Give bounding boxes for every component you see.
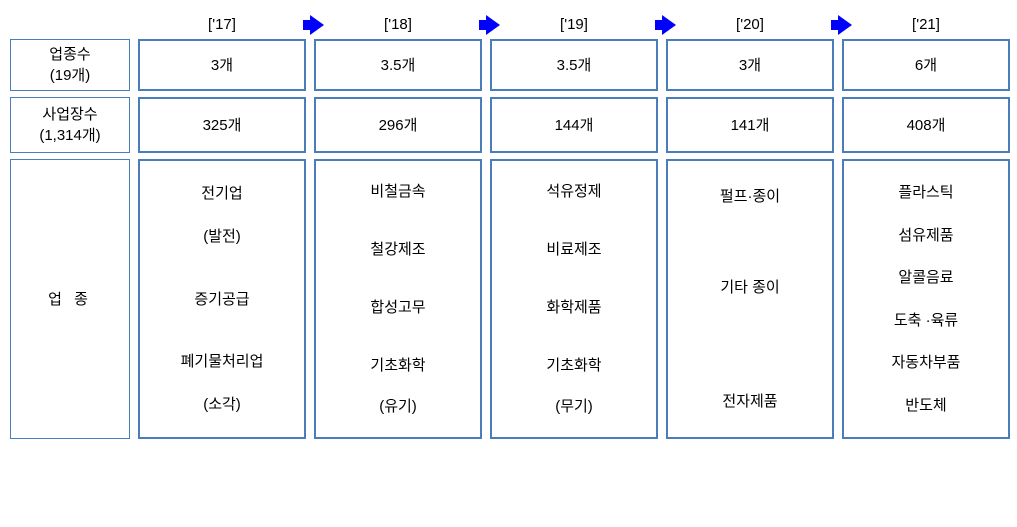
cell-r3-c2: 비철금속 철강제조 합성고무 기초화학 (유기) [314,159,482,439]
industry-item: 화학제품 [546,291,601,324]
industry-item [572,216,576,225]
industry-item [748,340,752,349]
cell-value: 141개 [731,112,770,139]
industry-item: 전기업 [201,177,242,210]
year-header-19: ['19] [490,10,658,39]
cell-r1-c5: 6개 [842,39,1010,91]
year-label: ['21] [912,16,940,33]
cell-r2-c4: 141개 [666,97,834,153]
industry-item [220,326,224,335]
industry-item [572,274,576,283]
industry-item: 도축 ·육류 [894,304,958,337]
cell-r1-c4: 3개 [666,39,834,91]
industry-item: (무기) [555,390,593,423]
cell-value: 3개 [211,52,233,79]
cell-r1-c1: 3개 [138,39,306,91]
row-label-industries: 업 종 [10,159,130,439]
year-label: ['18] [384,16,412,33]
row-label-sites: 사업장수 (1,314개) [10,97,130,153]
industry-item: 알콜음료 [898,261,953,294]
industry-item [748,249,752,258]
industry-item: 폐기물처리업 [181,345,264,378]
cell-value: 3.5개 [381,52,416,79]
cell-value: 3.5개 [557,52,592,79]
year-label: ['17] [208,16,236,33]
year-header-20: ['20] [666,10,834,39]
cell-r1-c3: 3.5개 [490,39,658,91]
label-text: 사업장수 [42,104,97,125]
cell-r3-c1: 전기업 (발전) 증기공급 폐기물처리업 (소각) [138,159,306,439]
year-label: ['20] [736,16,764,33]
industry-item: (소각) [203,388,241,421]
roadmap-table: ['17] ['18] ['19] ['20] ['21] 업종수 (19개) … [10,10,1010,445]
label-subtext: (19개) [50,65,90,86]
cell-value: 6개 [915,52,937,79]
year-header-21: ['21] [842,10,1010,39]
industry-item [748,362,752,371]
row-label-count: 업종수 (19개) [10,39,130,91]
industry-item: 전자제품 [722,385,777,418]
industry-item: 플라스틱 [898,176,953,209]
industry-item [396,216,400,225]
industry-item: (유기) [379,390,417,423]
label-text: 업종수 [49,44,90,65]
industry-item: 증기공급 [194,283,249,316]
cell-r2-c1: 325개 [138,97,306,153]
industry-item: 기초화학 [370,349,425,382]
cell-value: 3개 [739,52,761,79]
industry-item [572,332,576,341]
cell-r2-c5: 408개 [842,97,1010,153]
industry-item: 합성고무 [370,291,425,324]
industry-item: 비료제조 [546,233,601,266]
industry-item [396,274,400,283]
cell-r2-c2: 296개 [314,97,482,153]
cell-r3-c5: 플라스틱섬유제품알콜음료도축 ·육류자동차부품반도체 [842,159,1010,439]
industry-item: 펄프·종이 [720,180,780,213]
industry-item [396,332,400,341]
industry-item: 비철금속 [370,175,425,208]
industry-item: 섬유제품 [898,219,953,252]
cell-r3-c4: 펄프·종이 기타 종이 전자제품 [666,159,834,439]
industry-item [748,318,752,327]
industry-item [220,263,224,272]
cell-r2-c3: 144개 [490,97,658,153]
industry-item: 자동차부품 [891,346,960,379]
year-label: ['19] [560,16,588,33]
industry-item: (발전) [203,220,241,253]
industry-item: 석유정제 [546,175,601,208]
header-spacer [10,10,130,33]
cell-r1-c2: 3.5개 [314,39,482,91]
label-text: 업 종 [48,289,92,310]
industry-item: 반도체 [905,389,946,422]
cell-value: 296개 [379,112,418,139]
cell-r3-c3: 석유정제 비료제조 화학제품 기초화학 (무기) [490,159,658,439]
year-header-18: ['18] [314,10,482,39]
cell-value: 408개 [907,112,946,139]
industry-item: 기초화학 [546,349,601,382]
year-header-17: ['17] [138,10,306,39]
industry-item: 기타 종이 [720,271,779,304]
industry-item [748,227,752,236]
label-subtext: (1,314개) [39,125,100,146]
cell-value: 325개 [203,112,242,139]
industry-item: 철강제조 [370,233,425,266]
cell-value: 144개 [555,112,594,139]
